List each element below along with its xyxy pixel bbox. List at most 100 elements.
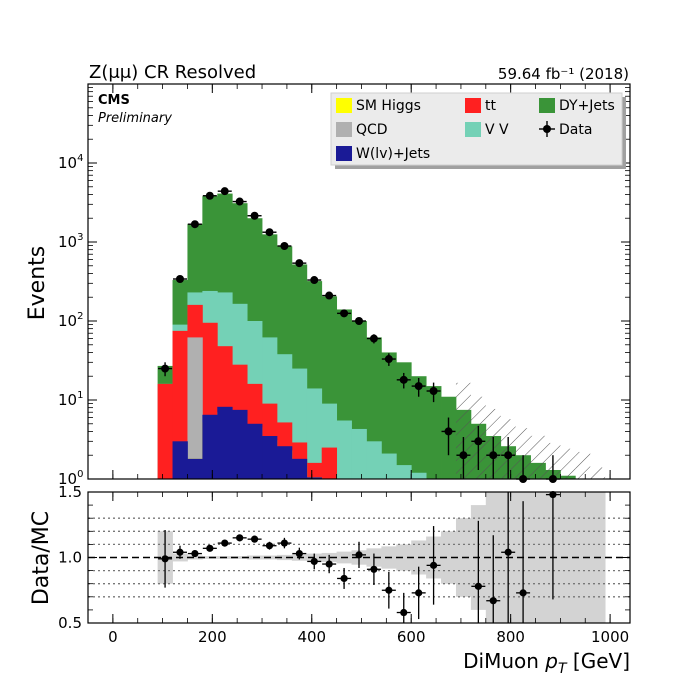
legend-label-dy-jets: DY+Jets [559,98,615,114]
x-axis-label-unit: [GeV] [567,649,630,673]
ratio-point [176,548,184,556]
y-tick-exponent: 0 [77,469,83,480]
x-tick-label: 1000 [591,628,629,646]
legend-label-sm-higgs: SM Higgs [356,98,421,114]
hist-bar-dy-jets [396,362,412,479]
ratio-point [400,608,408,617]
legend-label-qcd: QCD [356,122,388,138]
data-point [459,451,468,460]
hatch-bin [560,448,576,479]
hist-bar-w-lv-jets [202,414,218,479]
ratio-y-tick-label: 0.5 [58,614,82,632]
ratio-uncertainty-band [157,492,606,623]
ratio-point [429,561,438,569]
data-point [340,309,349,318]
ratio-point [325,560,333,568]
x-tick-label: 600 [397,628,426,646]
x-axis-label: DiMuon pT [GeV] [463,649,630,677]
hist-bar-tt [157,383,173,479]
ratio-point [191,549,199,558]
hist-bar-v-v [351,428,367,479]
data-point [414,382,423,391]
ratio-axis-ticks: 0.5 1.0 1.5 0 200 400 600 800 1000 [58,483,630,646]
data-point [205,191,214,200]
data-point [310,276,319,285]
svg-text:DiMuon pT [GeV]: DiMuon pT [GeV] [463,649,630,677]
hist-bar-v-v [381,453,397,479]
y-tick-exponent: 3 [77,232,83,243]
cms-sublabel: Preliminary [98,111,172,126]
x-axis-label-t: T [558,661,568,677]
y-tick-label: 103 [58,232,83,251]
legend-swatch-tt [465,98,481,113]
ratio-point [385,586,393,594]
data-point [399,375,408,384]
hatch-bin [530,435,546,479]
legend-swatch-dy-jets [539,98,555,113]
main-frame [87,83,631,480]
hist-bar-w-lv-jets [217,406,233,479]
ratio-band-bin [575,492,591,623]
cms-label: CMS [98,93,130,108]
hist-bar-w-lv-jets [187,458,203,479]
data-point [175,275,184,284]
hist-bar-v-v [396,465,412,479]
data-point [295,259,304,268]
ratio-point [206,544,214,552]
x-tick-label: 400 [297,628,326,646]
legend-swatch-qcd [336,122,352,137]
data-point [220,187,229,196]
ratio-point [504,548,512,556]
ratio-point [250,535,259,543]
ratio-point [355,551,363,559]
ratio-point [370,565,378,573]
ratio-point [549,491,557,499]
ratio-point [474,582,482,590]
y-tick-label: 101 [58,390,83,409]
x-tick-label: 0 [108,628,118,646]
hist-bar-v-v [306,388,323,479]
ratio-point [415,589,423,597]
legend-label-w-lv-jets: W(lv)+Jets [356,146,430,162]
ratio-point [265,542,274,550]
x-axis-label-p: p [544,649,558,673]
ratio-band-bin [232,556,248,559]
x-tick-label: 200 [198,628,227,646]
legend-label-data: Data [559,122,592,138]
ratio-frame [87,491,631,624]
hist-bar-tt [321,447,338,479]
data-point [489,451,498,460]
hatch-bin [575,451,591,479]
legend-label-v-v: V V [485,122,509,138]
ratio-point [489,597,497,605]
hist-bar-w-lv-jets [262,436,278,479]
ratio-point [236,534,244,542]
ratio-point [295,549,303,558]
ratio-band-bin [396,544,412,571]
ratio-y-tick-label: 1.0 [58,549,82,567]
legend-swatch-sm-higgs [336,98,352,113]
hist-bar-qcd [187,337,203,479]
data-point [280,241,289,250]
ratio-point [221,539,229,547]
hist-bar-w-lv-jets [172,441,188,479]
data-point [504,451,513,460]
data-point [250,211,259,220]
hist-bar-tt [306,462,323,479]
data-point [235,197,244,206]
data-point [429,386,438,395]
y-tick-label: 102 [58,311,83,330]
hist-bar-v-v [411,472,427,479]
left-title: Z(μμ) CR Resolved [89,62,256,83]
hist-bar-w-lv-jets [276,446,293,479]
x-tick-label: 800 [496,628,525,646]
data-point [384,355,393,364]
hist-bar-dy-jets [381,352,397,479]
data-point [444,427,453,436]
y-tick-exponent: 2 [77,311,83,322]
data-point [265,228,274,237]
legend: SM Higgs tt DY+Jets QCD V V Data W(lv)+Jets [330,92,626,169]
hist-bar-w-lv-jets [291,458,308,479]
hist-bar-v-v [336,420,352,479]
